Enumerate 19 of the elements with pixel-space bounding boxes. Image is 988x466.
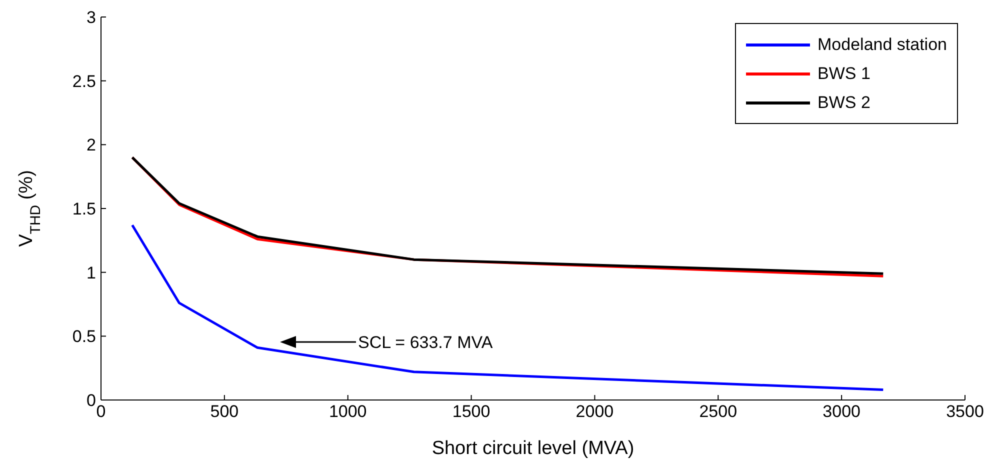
x-tick-label: 500 [210, 402, 239, 422]
x-tick-label: 3500 [946, 402, 984, 422]
y-tick-label: 2.5 [72, 72, 96, 91]
x-tick-label: 2000 [576, 402, 614, 422]
x-tick-label: 3000 [822, 402, 860, 422]
x-axis-title: Short circuit level (MVA) [432, 438, 634, 459]
y-tick-label: 1.5 [72, 200, 96, 219]
legend-label: Modeland station [818, 34, 947, 54]
line-series [131, 224, 884, 392]
y-tick-label: 3 [86, 8, 96, 28]
annotation: SCL = 633.7 MVA [358, 333, 494, 352]
legend-label: BWS 2 [818, 92, 870, 112]
y-tick-label: 0.5 [72, 327, 96, 346]
legend-label: BWS 1 [818, 64, 870, 84]
y-tick-label: 2 [86, 136, 96, 155]
x-tick-label: 2500 [699, 402, 738, 422]
x-tick-label: 1500 [452, 402, 490, 422]
x-tick-label: 1000 [328, 402, 367, 422]
y-tick-label: 1 [86, 263, 96, 282]
